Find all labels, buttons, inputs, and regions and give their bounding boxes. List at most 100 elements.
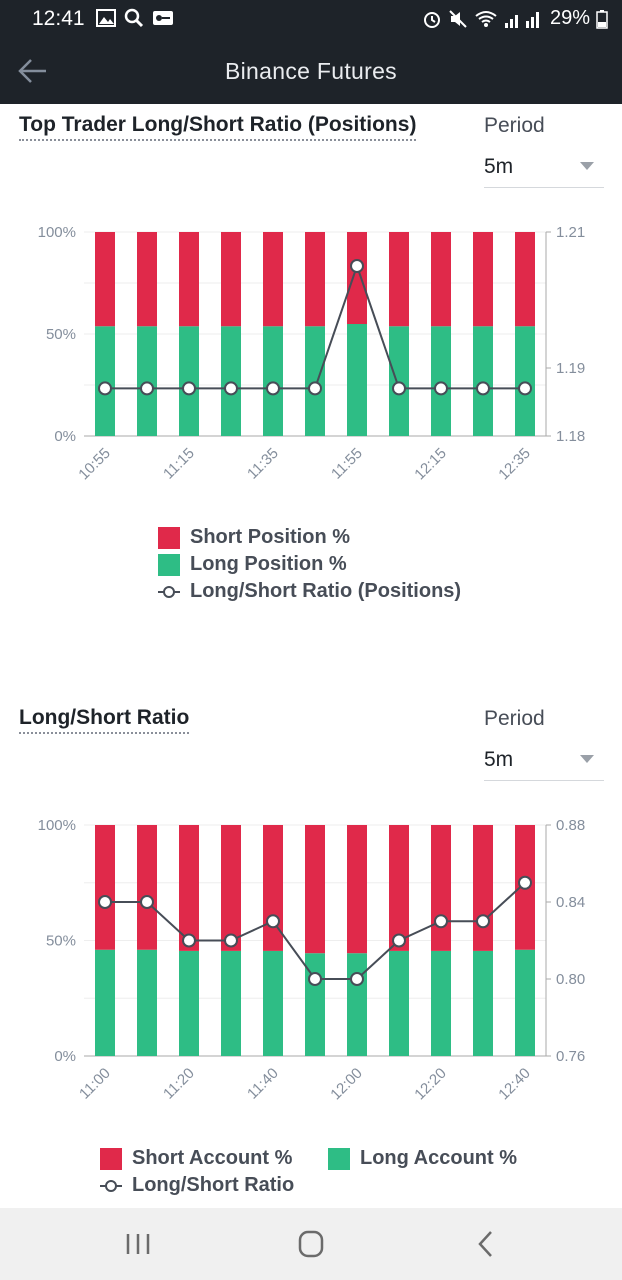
- x-tick-label: 12:00: [327, 1065, 366, 1104]
- status-time: 12:41: [32, 7, 85, 30]
- bar-long: [431, 950, 451, 1056]
- period-select[interactable]: 5m: [484, 147, 604, 188]
- legend-label-ratio-2: Long/Short Ratio: [132, 1174, 295, 1196]
- legend-ratio-positions: Long/Short Ratio (Positions): [158, 580, 461, 603]
- y-left-tick-label: 50%: [46, 326, 76, 343]
- period-select-2[interactable]: 5m: [484, 740, 604, 781]
- bar-long: [263, 950, 283, 1056]
- bar-short: [95, 825, 115, 950]
- x-tick-label: 11:35: [244, 445, 282, 483]
- y-right-tick-label: 0.84: [556, 894, 585, 911]
- bar-short: [221, 825, 241, 951]
- bar-long: [473, 950, 493, 1056]
- x-tick-label: 12:15: [411, 445, 450, 484]
- y-right-tick-label: 0.88: [556, 817, 585, 834]
- x-tick-label: 11:15: [160, 445, 198, 483]
- period-value-2: 5m: [484, 748, 514, 771]
- ratio-point: [518, 875, 532, 890]
- y-left-tick-label: 50%: [46, 933, 76, 950]
- alarm-icon: [423, 11, 440, 28]
- period-label: Period: [484, 114, 545, 137]
- recent-apps-icon[interactable]: [118, 1226, 158, 1262]
- signal-icon: [504, 11, 539, 28]
- bar-long: [431, 326, 451, 436]
- search-icon: [124, 8, 144, 28]
- x-tick-label: 11:55: [328, 445, 366, 483]
- key-icon: [153, 11, 173, 25]
- legend-long-account: Long Account %: [328, 1147, 517, 1170]
- ratio-point: [350, 259, 364, 273]
- y-left-tick-label: 100%: [38, 224, 76, 241]
- bar-short: [305, 825, 325, 954]
- battery-text: 29%: [549, 7, 590, 29]
- bar-short: [431, 232, 451, 327]
- ratio-point: [140, 895, 154, 909]
- y-right-tick-label: 1.18: [556, 428, 585, 445]
- bar-long: [95, 326, 115, 436]
- legend-label-short-account: Short Account %: [132, 1147, 293, 1169]
- ratio-point: [434, 914, 448, 929]
- wifi-icon: [475, 10, 497, 27]
- chevron-down-icon-2: [580, 755, 594, 763]
- bar-short: [347, 825, 367, 954]
- ratio-point: [140, 381, 154, 396]
- gallery-icon: [96, 9, 116, 27]
- page-title: Binance Futures: [225, 58, 397, 84]
- bar-long: [137, 949, 157, 1056]
- bar-long: [347, 953, 367, 1056]
- ratio-point: [476, 381, 490, 396]
- section-title-top-trader-positions: Top Trader Long/Short Ratio (Positions): [19, 113, 417, 141]
- bar-short: [431, 825, 451, 951]
- y-right-tick-label: 0.80: [556, 971, 585, 988]
- legend-swatch-short-account: [100, 1147, 122, 1170]
- ratio-point: [182, 381, 196, 396]
- y-right-tick-label: 0.76: [556, 1048, 585, 1065]
- back-arrow-icon[interactable]: [16, 54, 50, 88]
- bar-long: [389, 950, 409, 1056]
- chevron-down-icon: [580, 162, 594, 170]
- bar-long: [95, 949, 115, 1056]
- legend-label-long-account: Long Account %: [360, 1147, 518, 1169]
- y-left-tick-label: 100%: [38, 817, 76, 834]
- bar-short: [305, 232, 325, 327]
- ratio-point: [224, 381, 238, 396]
- legend-ratio: Long/Short Ratio: [100, 1174, 294, 1197]
- home-icon[interactable]: [291, 1226, 331, 1262]
- nav-back-icon[interactable]: [466, 1226, 506, 1262]
- legend-swatch-short: [158, 526, 180, 549]
- bar-short: [137, 232, 157, 327]
- y-left-tick-label: 0%: [54, 428, 76, 445]
- bar-long: [221, 326, 241, 436]
- legend-swatch-long: [158, 553, 180, 576]
- bar-long: [515, 949, 535, 1056]
- legend-short-account: Short Account %: [100, 1147, 292, 1170]
- ratio-point: [476, 914, 490, 929]
- x-tick-label: 10:55: [75, 445, 114, 484]
- bar-short: [137, 825, 157, 950]
- bar-short: [179, 825, 199, 951]
- bar-long: [305, 326, 325, 436]
- y-right-tick-label: 1.21: [556, 224, 585, 241]
- ratio-point: [98, 381, 112, 396]
- x-tick-label: 12:40: [495, 1065, 534, 1104]
- bar-short: [263, 232, 283, 327]
- x-tick-label: 11:40: [244, 1065, 282, 1103]
- bar-long: [179, 326, 199, 436]
- period-value: 5m: [484, 155, 514, 178]
- bar-short: [179, 232, 199, 327]
- bar-short: [473, 232, 493, 327]
- bar-short: [515, 232, 535, 327]
- ratio-point: [392, 933, 406, 948]
- app-bar: Binance Futures: [0, 38, 622, 104]
- y-left-tick-label: 0%: [54, 1048, 76, 1065]
- status-bar: 12:41 29%: [0, 0, 622, 38]
- bar-long: [389, 326, 409, 436]
- legend-short-position: Short Position %: [158, 526, 350, 549]
- chart-long-short-ratio: 100% 50% 0% 0.88 0.84 0.80 0.76 11:00 11:20 11:40…: [38, 817, 586, 1104]
- y-right-tick-label: 1.19: [556, 360, 585, 377]
- x-tick-label: 12:20: [411, 1065, 450, 1104]
- ratio-point: [266, 381, 280, 396]
- section-title-long-short-ratio: Long/Short Ratio: [19, 706, 190, 734]
- ratio-point: [392, 381, 406, 396]
- system-nav-bar: [0, 1208, 622, 1280]
